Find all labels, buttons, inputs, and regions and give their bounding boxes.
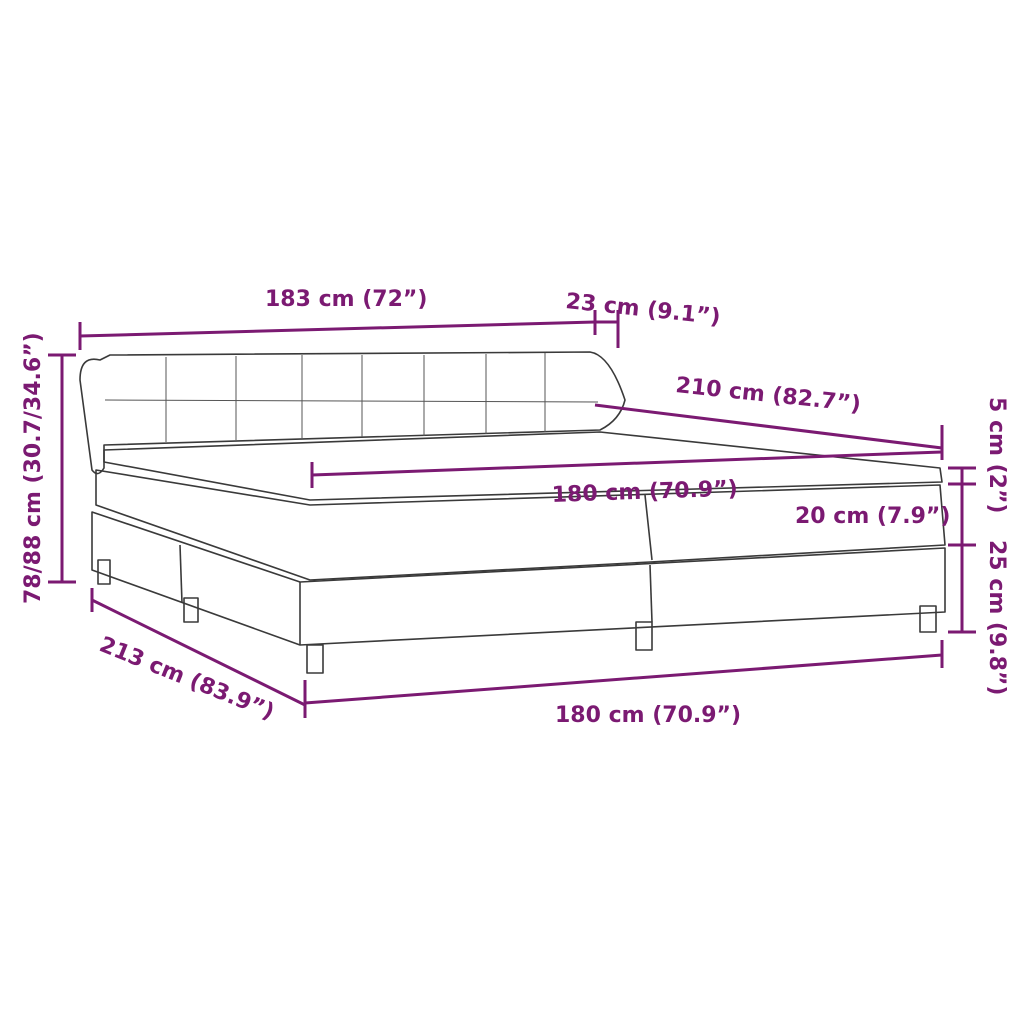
base-width-label: 180 cm (70.9”) (555, 703, 741, 728)
leg (306, 644, 324, 674)
length-top-label: 210 cm (82.7”) (674, 373, 862, 417)
leg (97, 559, 111, 585)
mattress-topper (103, 431, 943, 501)
leg (635, 621, 653, 651)
total-height-label: 78/88 cm (30.7/34.6”) (21, 332, 46, 604)
mattress (95, 469, 946, 581)
mattress-width-label: 180 cm (70.9”) (551, 477, 738, 508)
headboard (79, 351, 626, 475)
leg (919, 605, 937, 633)
headboard-tufting (104, 353, 599, 442)
topper-height-label: 5 cm (2”) (984, 397, 1009, 513)
bed-drawing (79, 351, 946, 674)
wing-depth-label: 23 cm (9.1”) (564, 289, 721, 330)
dimension-lines (48, 310, 976, 718)
mattress-height-label: 20 cm (7.9”) (795, 504, 950, 529)
base-height-label: 25 cm (9.8”) (984, 540, 1009, 695)
headboard-width-label: 183 cm (72”) (265, 287, 427, 312)
leg (183, 597, 199, 623)
box-spring-base (91, 511, 946, 646)
